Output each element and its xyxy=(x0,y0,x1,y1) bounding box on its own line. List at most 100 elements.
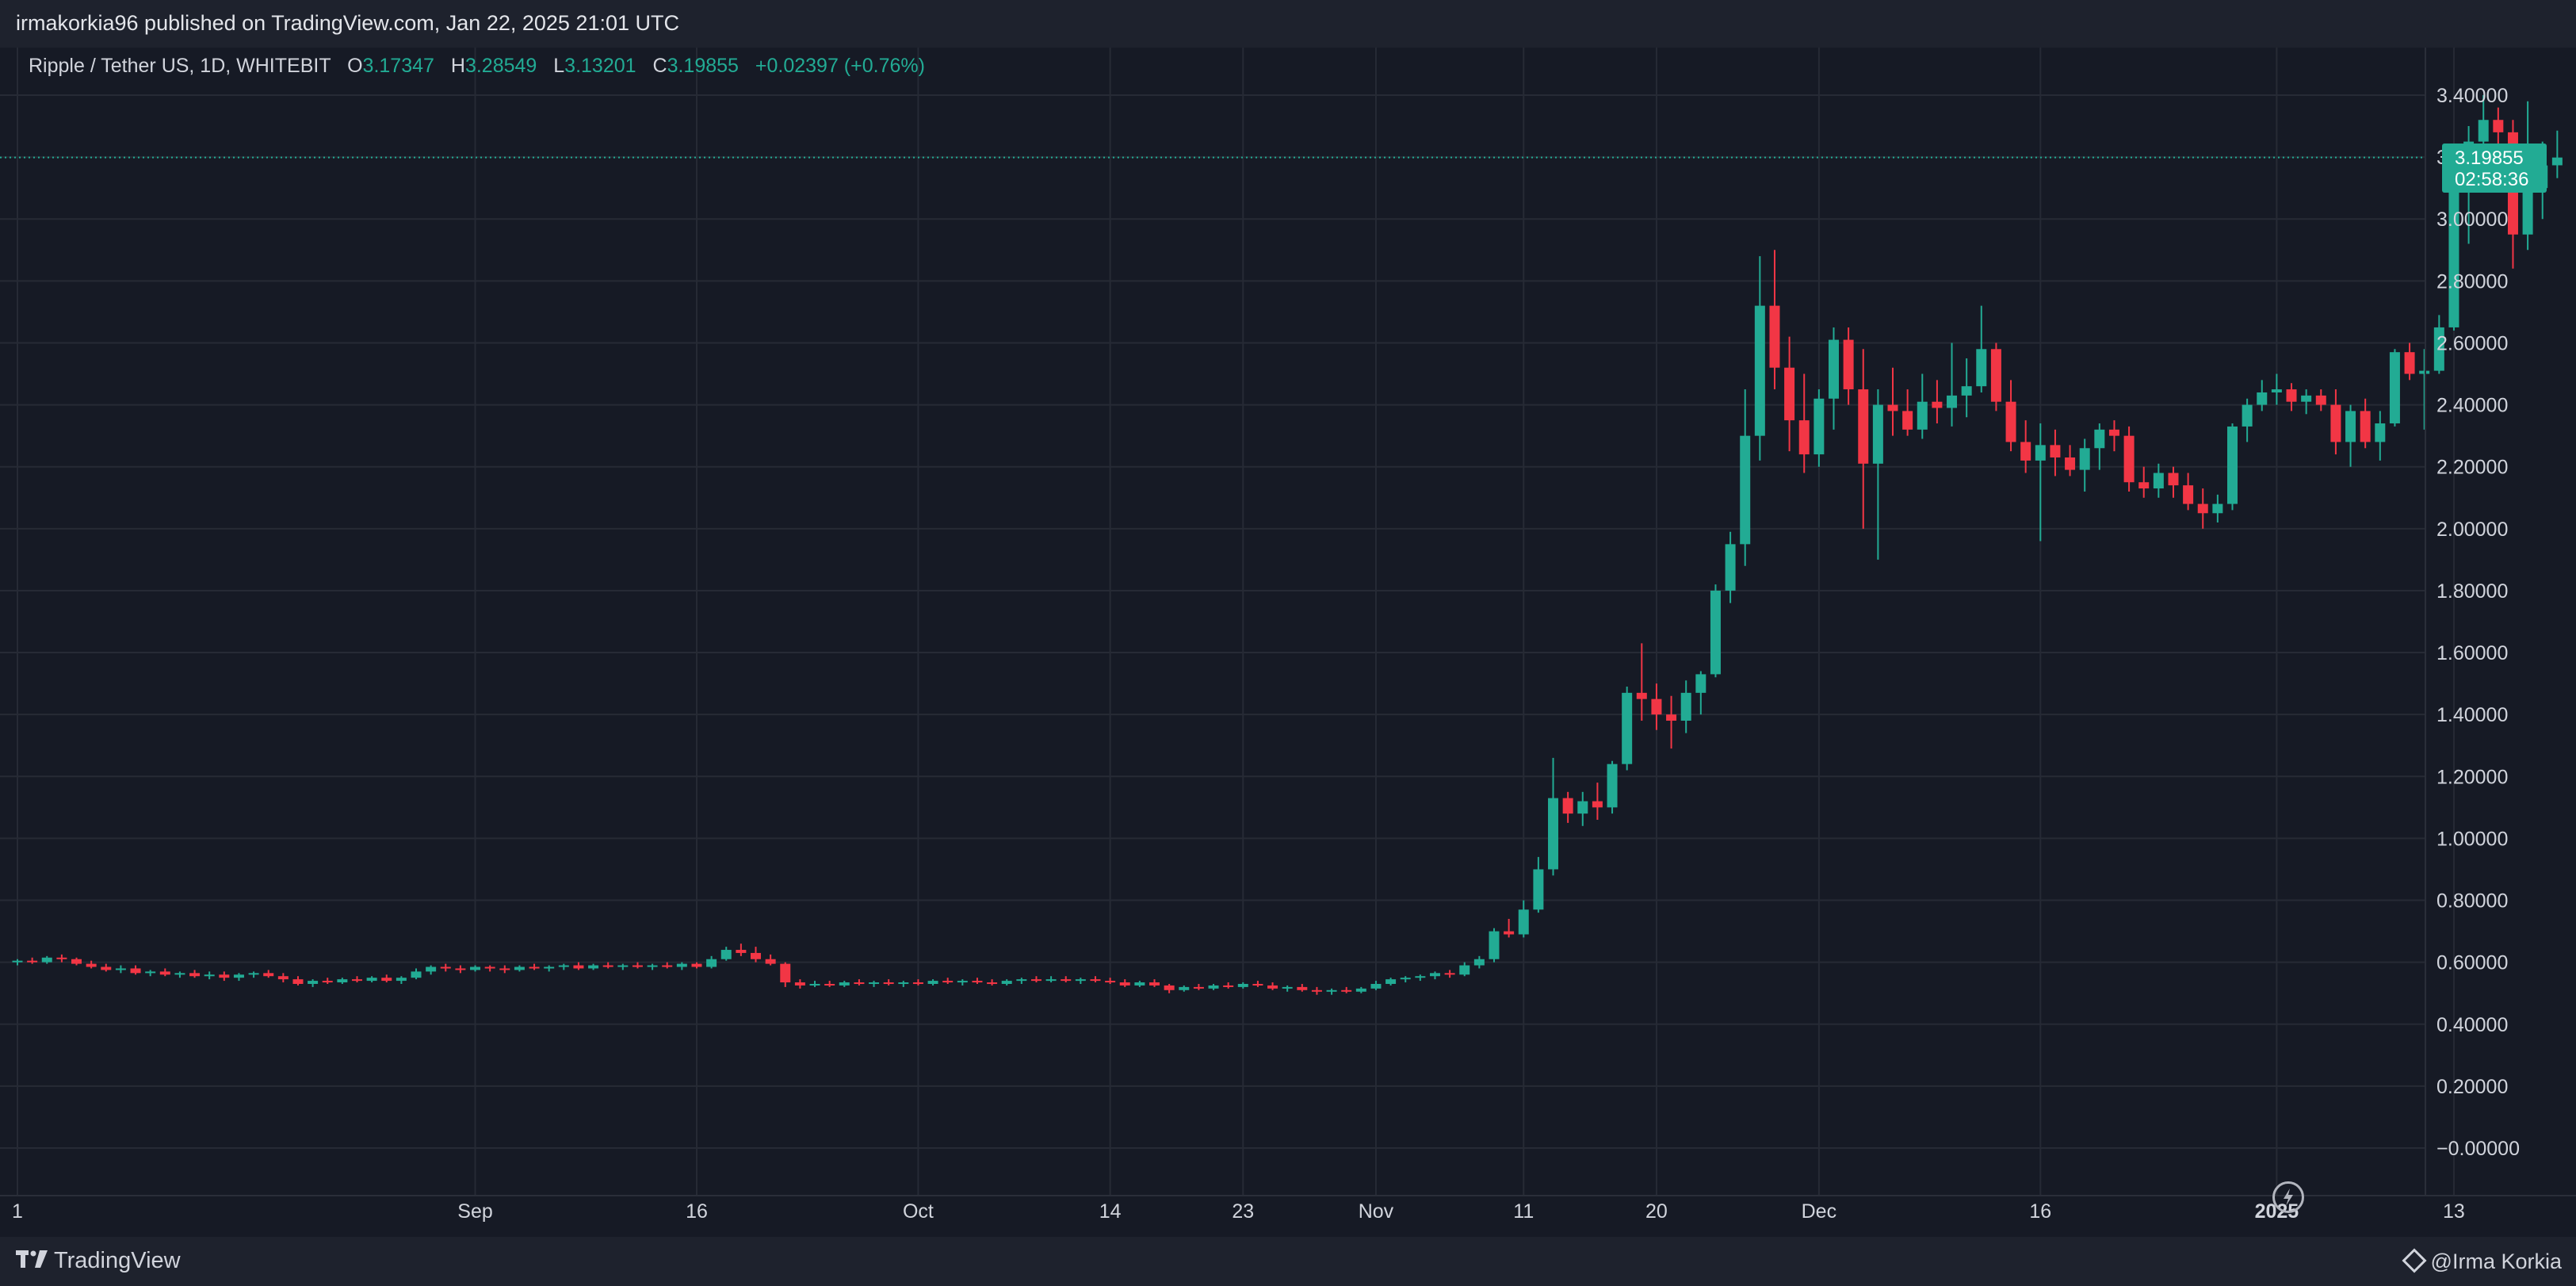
candle xyxy=(1237,982,1248,989)
candle-body xyxy=(927,981,938,984)
candle-body xyxy=(2227,426,2238,504)
x-tick-label: 1 xyxy=(12,1200,23,1223)
candle xyxy=(1518,900,1529,938)
y-tick-label: 2.00000 xyxy=(2436,519,2508,541)
y-tick-label: 2.40000 xyxy=(2436,395,2508,417)
candle xyxy=(1533,856,1544,913)
candle-body xyxy=(2123,435,2135,483)
candle xyxy=(544,965,555,972)
y-tick-label: 0.80000 xyxy=(2436,890,2508,913)
candle-body xyxy=(2419,370,2430,374)
candle xyxy=(455,965,466,974)
candle-body xyxy=(1725,544,1736,591)
close-label: C xyxy=(652,55,667,77)
candle-body xyxy=(204,974,215,977)
candle-body xyxy=(1548,798,1559,870)
candle xyxy=(2286,383,2297,411)
replay-lightning-button[interactable] xyxy=(2272,1181,2304,1213)
candle xyxy=(130,965,141,975)
candle xyxy=(602,962,613,969)
candle-body xyxy=(1961,386,1972,396)
candle-body xyxy=(1902,411,1913,430)
candle-body xyxy=(322,981,333,983)
candle xyxy=(1828,327,1839,430)
candle xyxy=(1740,389,1751,566)
candle-body xyxy=(2271,389,2282,392)
candle-body xyxy=(1976,349,1987,387)
candle-body xyxy=(1149,982,1160,986)
candle xyxy=(101,963,112,972)
candle-body xyxy=(2360,411,2371,442)
candle xyxy=(883,979,894,986)
candle xyxy=(662,962,673,969)
candle-body xyxy=(1001,981,1012,984)
candle xyxy=(1784,336,1795,452)
candle-body xyxy=(1887,404,1898,411)
candle xyxy=(174,971,185,978)
x-tick-label: 16 xyxy=(686,1200,708,1223)
candle xyxy=(676,962,687,970)
candle-body xyxy=(2404,352,2415,374)
candle xyxy=(1341,986,1352,993)
y-tick-label: 3.40000 xyxy=(2436,85,2508,107)
candle-body xyxy=(2094,429,2105,449)
candle-body xyxy=(869,982,880,985)
candle-body xyxy=(1784,367,1795,421)
candle xyxy=(277,973,289,983)
candle-body xyxy=(1237,983,1248,987)
candle-body xyxy=(1651,698,1662,715)
candle xyxy=(691,962,702,969)
candle xyxy=(2360,398,2371,449)
candle xyxy=(2183,473,2194,511)
candle-body xyxy=(2138,482,2150,489)
candle-body xyxy=(1297,986,1308,990)
x-tick-label: Sep xyxy=(457,1200,492,1223)
candle xyxy=(1223,982,1234,989)
candle xyxy=(529,963,540,970)
candle xyxy=(1267,982,1278,990)
chart-area[interactable]: 3.400003.200003.000002.800002.600002.400… xyxy=(0,48,2576,1237)
candle-body xyxy=(1415,976,1426,978)
candle-body xyxy=(189,973,201,977)
candle xyxy=(1001,979,1012,986)
candle xyxy=(41,955,52,964)
candle-body xyxy=(912,982,923,985)
candle xyxy=(736,943,747,956)
candle xyxy=(1326,988,1337,995)
candle-body xyxy=(2197,503,2208,514)
candle-body xyxy=(130,968,141,974)
candle-body xyxy=(2375,423,2386,442)
candle-body xyxy=(2522,188,2533,235)
author-credit[interactable]: @Irma Korkia xyxy=(2401,1248,2562,1274)
candle-body xyxy=(2108,429,2119,436)
candle-body xyxy=(1370,983,1382,989)
candle-body xyxy=(2242,404,2253,427)
candle xyxy=(972,978,983,984)
candle xyxy=(2330,389,2341,455)
author-diamond-icon xyxy=(2401,1248,2427,1273)
candle xyxy=(514,965,525,972)
candle xyxy=(1473,955,1485,969)
candle xyxy=(1887,367,1898,436)
candle-body xyxy=(751,952,761,959)
candle xyxy=(987,979,998,986)
chart-canvas[interactable]: 3.400003.200003.000002.800002.600002.400… xyxy=(0,48,2576,1237)
candle xyxy=(248,971,259,978)
candle xyxy=(1061,976,1072,983)
candle-body xyxy=(1119,982,1130,986)
candle xyxy=(145,970,156,977)
candle xyxy=(470,965,481,972)
last-price-value: 3.19855 xyxy=(2455,147,2524,169)
candle xyxy=(499,965,510,974)
candle xyxy=(56,954,67,963)
symbol-title: Ripple / Tether US, 1D, WHITEBIT xyxy=(29,55,331,77)
candle xyxy=(1769,250,1780,390)
candle xyxy=(86,960,97,969)
y-tick-label: 1.40000 xyxy=(2436,704,2508,726)
candle xyxy=(2227,423,2238,511)
y-tick-label: 2.80000 xyxy=(2436,270,2508,293)
high-value: 3.28549 xyxy=(464,55,537,77)
candle xyxy=(12,959,23,966)
candle xyxy=(942,978,954,984)
candle-body xyxy=(2301,395,2312,402)
